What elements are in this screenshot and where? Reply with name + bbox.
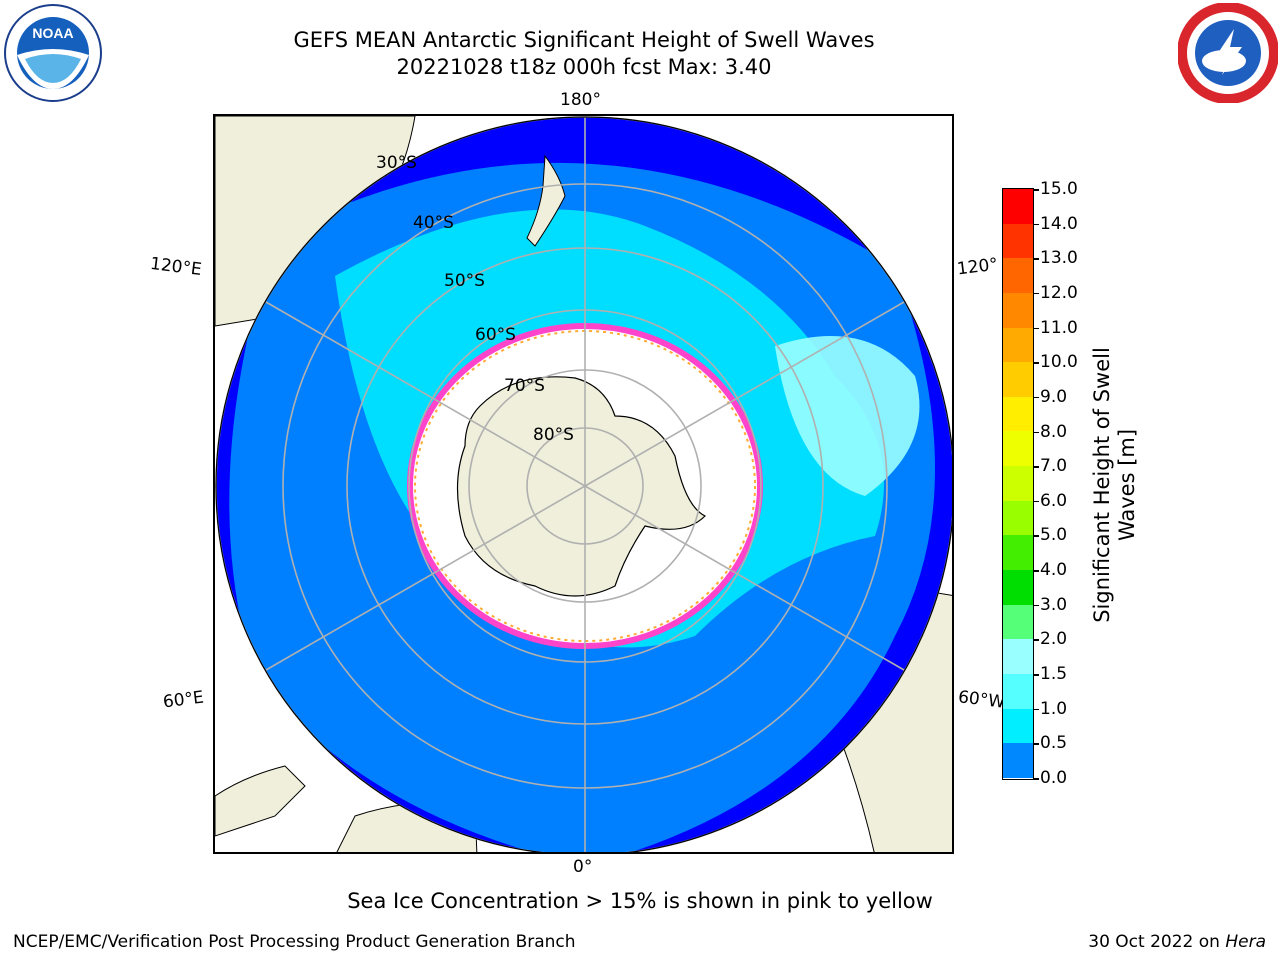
date-text: 30 Oct 2022 on Hera	[1088, 932, 1266, 952]
colorbar-tick-mark	[1034, 362, 1039, 364]
colorbar-tick-label: 15.0	[1040, 179, 1078, 199]
colorbar-tick-label: 12.0	[1040, 282, 1078, 303]
land-africa	[215, 765, 306, 837]
colorbar	[1002, 188, 1034, 780]
colorbar-tick-mark	[1034, 500, 1039, 503]
svg-text:NOAA: NOAA	[32, 25, 73, 41]
colorbar-tick-label: 9.0	[1040, 386, 1068, 407]
colorbar-tick-mark	[1034, 570, 1039, 572]
colorbar-tick-mark	[1034, 327, 1039, 330]
land-antarctica	[456, 376, 707, 597]
colorbar-segment	[1003, 466, 1033, 501]
colorbar-tick-label: 4.0	[1040, 560, 1068, 581]
colorbar-segment	[1003, 570, 1033, 605]
lat-label-40s: 40°S	[413, 213, 454, 233]
lon-label-0: 0°	[573, 857, 593, 877]
lat-label-60s: 60°S	[475, 325, 516, 345]
lat-label-30s: 30°S	[376, 153, 417, 173]
lon-label-180: 180°	[560, 90, 601, 110]
colorbar-tick-label: 1.5	[1040, 664, 1068, 685]
colorbar-tick-label: 3.0	[1040, 594, 1068, 615]
lon-label-120w: 120°	[955, 254, 1000, 280]
credit-text: NCEP/EMC/Verification Post Processing Pr…	[13, 932, 576, 952]
colorbar-label-line2: Waves [m]	[1115, 428, 1139, 542]
colorbar-tick-label: 0.5	[1040, 733, 1068, 754]
colorbar-tick-mark	[1034, 223, 1039, 226]
colorbar-segment	[1003, 223, 1033, 259]
colorbar-tick-mark	[1034, 743, 1039, 745]
colorbar-tick-label: 13.0	[1040, 248, 1078, 269]
date-machine: Hera	[1225, 932, 1266, 952]
colorbar-tick-label: 1.0	[1040, 698, 1068, 719]
colorbar-tick-mark	[1034, 292, 1039, 295]
colorbar-tick-label: 14.0	[1040, 213, 1078, 234]
colorbar-segment	[1003, 639, 1033, 674]
colorbar-segment	[1003, 327, 1033, 363]
colorbar-tick-mark	[1034, 189, 1039, 191]
colorbar-segment	[1003, 362, 1033, 397]
colorbar-tick-mark	[1034, 674, 1039, 676]
colorbar-tick-mark	[1034, 396, 1039, 399]
colorbar-tick-label: 10.0	[1040, 352, 1078, 373]
colorbar-tick-label: 6.0	[1040, 490, 1068, 511]
colorbar-tick-label: 7.0	[1040, 456, 1068, 477]
colorbar-tick-mark	[1034, 258, 1039, 260]
lat-label-70s: 70°S	[504, 376, 545, 396]
colorbar-segment	[1003, 673, 1033, 709]
colorbar-segment	[1003, 708, 1033, 744]
colorbar-tick-mark	[1034, 466, 1039, 468]
swell-band-light	[775, 336, 920, 496]
colorbar-tick-mark	[1034, 431, 1039, 434]
colorbar-tick-label: 8.0	[1040, 421, 1068, 442]
colorbar-tick-label: 0.0	[1040, 768, 1068, 788]
colorbar-tick-mark	[1034, 708, 1039, 711]
colorbar-label: Significant Height of Swell Waves [m]	[1090, 347, 1140, 623]
colorbar-segment	[1003, 396, 1033, 432]
colorbar-tick-mark	[1034, 604, 1039, 607]
colorbar-segment	[1003, 535, 1033, 571]
nws-logo	[1178, 3, 1278, 103]
lat-label-50s: 50°S	[444, 271, 485, 291]
lon-label-120e: 120°E	[148, 253, 203, 281]
map-subtitle: 20221028 t18z 000h fcst Max: 3.40	[396, 55, 772, 79]
colorbar-tick-label: 2.0	[1040, 629, 1068, 650]
colorbar-segment	[1003, 258, 1033, 293]
polar-map	[213, 114, 954, 854]
noaa-logo: NOAA	[4, 4, 102, 102]
lat-label-80s: 80°S	[533, 425, 574, 445]
lon-label-60e: 60°E	[161, 687, 205, 713]
colorbar-tick-label: 11.0	[1040, 317, 1078, 338]
lon-label-60w: 60°W	[956, 687, 1006, 713]
colorbar-segment	[1003, 189, 1033, 224]
colorbar-segment	[1003, 743, 1033, 778]
colorbar-segment	[1003, 604, 1033, 640]
sea-ice-note: Sea Ice Concentration > 15% is shown in …	[347, 889, 933, 913]
colorbar-segment	[1003, 292, 1033, 328]
colorbar-tick-label: 5.0	[1040, 525, 1068, 546]
colorbar-segment	[1003, 431, 1033, 467]
colorbar-tick-mark	[1034, 778, 1039, 780]
colorbar-segment	[1003, 500, 1033, 536]
date-prefix: 30 Oct 2022 on	[1088, 932, 1226, 952]
land-new-zealand	[526, 154, 566, 247]
map-title: GEFS MEAN Antarctic Significant Height o…	[293, 28, 875, 52]
colorbar-label-line1: Significant Height of Swell	[1090, 347, 1114, 623]
colorbar-tick-mark	[1034, 639, 1039, 641]
colorbar-tick-mark	[1034, 535, 1039, 537]
